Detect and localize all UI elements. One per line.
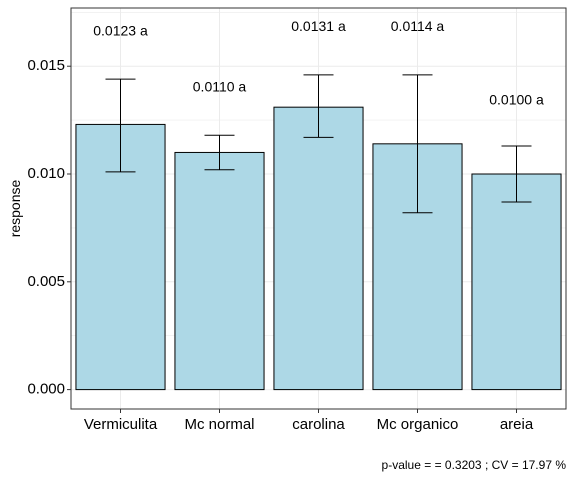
y-tick-label-2: 0.010 [27,165,65,182]
y-tick-label-1: 0.005 [27,273,65,290]
data-label-1: 0.0110 a [193,78,247,94]
x-tick-label-3: Mc organico [377,416,459,433]
x-tick-label-2: carolina [292,416,345,433]
x-tick-label-0: Vermiculita [84,416,158,433]
data-label-0: 0.0123 a [93,22,148,38]
data-label-3: 0.0114 a [391,18,445,34]
y-axis: 0.000 0.005 0.010 0.015 [27,57,71,398]
stats-caption: p-value = = 0.3203 ; CV = 17.97 % [381,458,566,472]
bar-1 [174,151,265,391]
y-tick-label-3: 0.015 [27,57,65,74]
x-axis: Vermiculita Mc normal carolina Mc organico a… [84,409,534,433]
error-bars-layer [105,74,532,214]
y-axis-title: response [7,179,23,237]
bar-2 [273,106,364,391]
data-label-4: 0.0100 a [489,91,544,107]
y-tick-label-0: 0.000 [27,381,65,398]
x-tick-label-1: Mc normal [184,416,254,433]
bar-4 [471,173,562,391]
data-label-2: 0.0131 a [291,18,346,34]
x-tick-label-4: areia [500,416,534,433]
data-labels-layer: 0.0123 a 0.0110 a 0.0131 a 0.0114 a 0.0100 a [93,18,544,107]
bars-layer [75,106,562,391]
